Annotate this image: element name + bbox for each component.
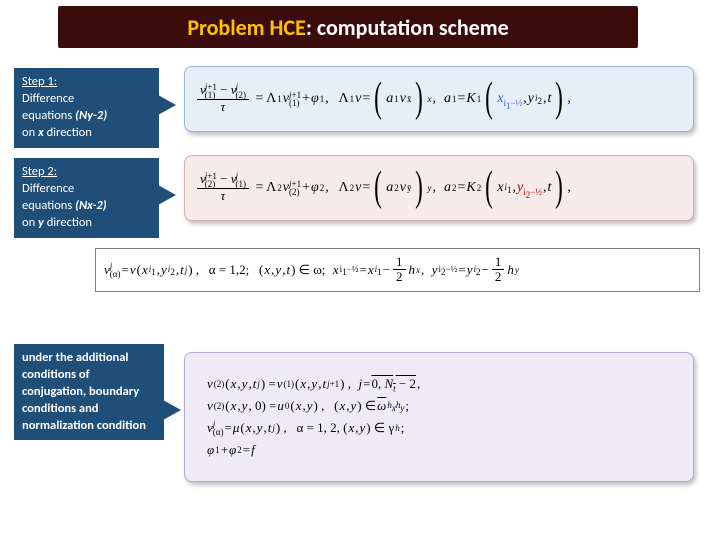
step2-callout: Step 2: Difference equations (Nx-2) on y… xyxy=(14,158,159,238)
title-problem: Problem HCE xyxy=(187,14,306,41)
step1-callout: Step 1: Difference equations (Ny-2) on x… xyxy=(14,68,159,148)
step2-line1: Difference xyxy=(22,181,74,196)
step1-line1: Difference xyxy=(22,91,74,106)
conditions-equation-box: v(2)(x, y, tj) = v(1)(x, y, tj+1) , j = … xyxy=(184,352,694,482)
step1-line3a: on xyxy=(22,125,38,140)
conditions-callout: under the additional conditions of conju… xyxy=(14,344,164,440)
title-bar: Problem HCE : computation scheme xyxy=(58,6,638,48)
step2-line2a: equations xyxy=(22,198,75,213)
conditions-arrow xyxy=(163,400,181,420)
step2-count: (Nx-2) xyxy=(75,198,107,213)
step2-heading: Step 2: xyxy=(22,164,57,179)
step2-line3b: direction xyxy=(44,215,92,230)
step2-equation: vj+1(2) − vj(1) τ = Λ2vj+1(2) + φ2 , Λ2v… xyxy=(195,172,571,204)
step2-equation-box: vj+1(2) − vj(1) τ = Λ2vj+1(2) + φ2 , Λ2v… xyxy=(184,155,694,221)
step1-line3b: direction xyxy=(44,125,92,140)
step1-arrow xyxy=(158,95,176,115)
definitions-equation: vj(α) = v (xi1 , yi2 , tj) , α = 1,2; (x… xyxy=(104,255,519,285)
definitions-box: vj(α) = v (xi1 , yi2 , tj) , α = 1,2; (x… xyxy=(95,248,700,292)
conditions-equations: v(2)(x, y, tj) = v(1)(x, y, tj+1) , j = … xyxy=(207,376,420,458)
step1-equation-box: vj+1(1) − vj(2) τ = Λ1vj+1(1) + φ1 , Λ1v… xyxy=(184,66,694,132)
step2-line3a: on xyxy=(22,215,38,230)
step2-arrow xyxy=(158,185,176,205)
step1-count: (Ny-2) xyxy=(75,108,107,123)
step1-equation: vj+1(1) − vj(2) τ = Λ1vj+1(1) + φ1 , Λ1v… xyxy=(195,83,571,115)
conditions-text: under the additional conditions of conju… xyxy=(22,350,146,433)
step1-heading: Step 1: xyxy=(22,74,57,89)
step1-line2a: equations xyxy=(22,108,75,123)
title-rest: : computation scheme xyxy=(306,14,509,41)
